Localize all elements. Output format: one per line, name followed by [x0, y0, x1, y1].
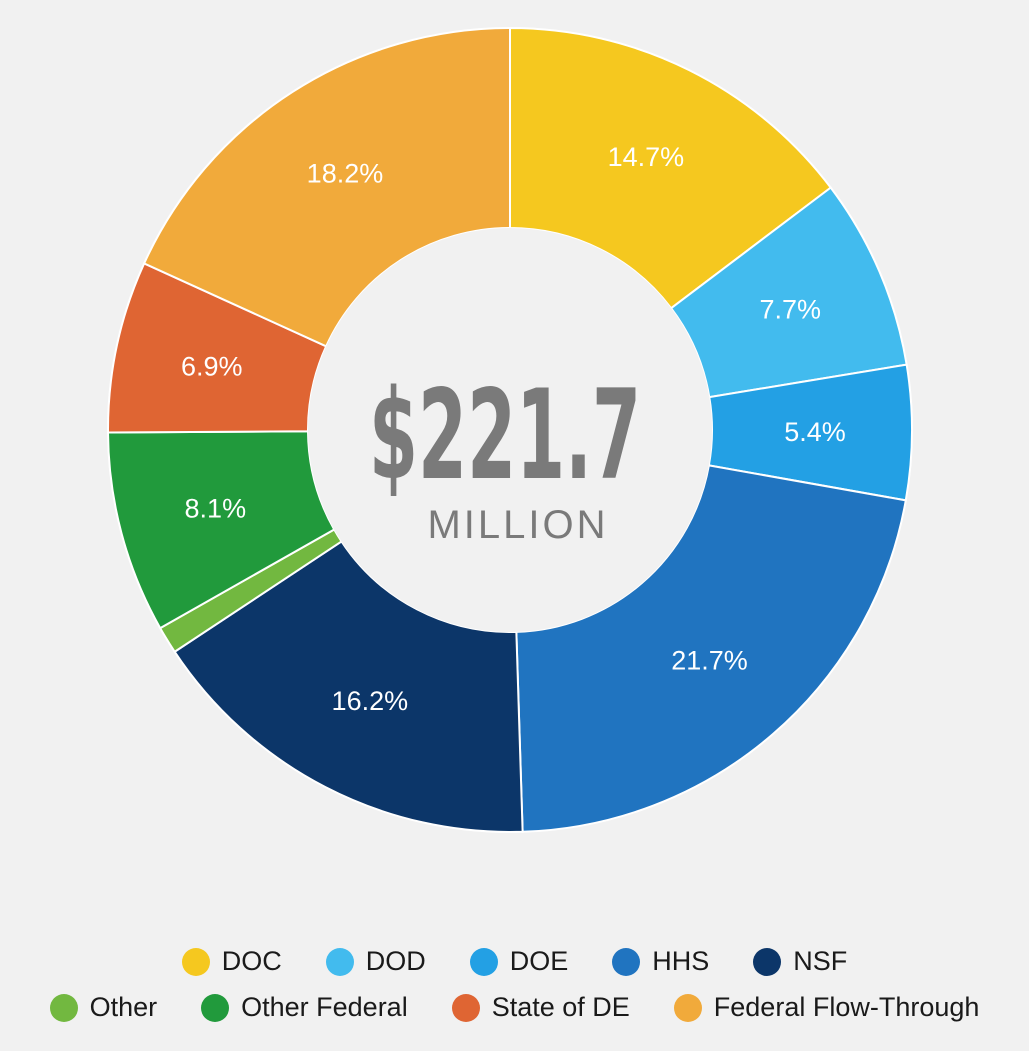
legend-swatch [469, 947, 498, 976]
center-unit: MILLION [427, 503, 608, 547]
legend-item-hhs: HHS [612, 946, 709, 977]
donut-hole [308, 228, 712, 632]
donut-svg: 14.7% 7.7% 5.4% 21.7% 16.2% 8.1% 6.9% 18.2% $22… [107, 26, 913, 833]
slice-label-federal-flow-through: 18.2% [307, 159, 384, 189]
legend-swatch [201, 993, 230, 1022]
legend-item-state-of-de: State of DE [451, 992, 630, 1023]
slice-label-doe: 5.4% [784, 417, 846, 447]
legend-swatch [612, 947, 641, 976]
legend-item-other: Other [49, 992, 158, 1023]
legend-swatch [673, 993, 702, 1022]
legend-label: DOC [221, 946, 282, 976]
legend-item-doc: DOC [181, 946, 282, 977]
legend-swatch [451, 993, 480, 1022]
legend-swatch [181, 947, 210, 976]
slice-label-state-of-de: 6.9% [181, 351, 243, 381]
donut-slices [107, 26, 913, 833]
legend-item-dod: DOD [325, 946, 426, 977]
slice-label-other-federal: 8.1% [185, 494, 247, 524]
legend-label: Other Federal [241, 992, 408, 1022]
legend-label: NSF [793, 946, 848, 976]
legend-swatch [325, 947, 354, 976]
legend-swatch [49, 993, 78, 1022]
center-amount: $221.7 [369, 364, 641, 508]
slice-label-hhs: 21.7% [671, 646, 748, 676]
legend-label: Federal Flow-Through [713, 992, 980, 1022]
legend-row-1: DOC DOD DOE HHS NSF [0, 946, 1029, 977]
legend-row-2: Other Other Federal State of DE Federal Flo… [0, 992, 1029, 1023]
legend-label: HHS [652, 946, 710, 976]
slice-label-dod: 7.7% [760, 295, 822, 325]
legend-label: Other [89, 992, 158, 1022]
slice-label-nsf: 16.2% [332, 686, 409, 716]
slice-label-doc: 14.7% [608, 142, 685, 172]
legend-label: DOE [509, 946, 569, 976]
legend-item-federal-flow-through: Federal Flow-Through [673, 992, 980, 1023]
slice-labels: 14.7% 7.7% 5.4% 21.7% 16.2% 8.1% 6.9% 18.2% [181, 142, 846, 716]
legend-label: State of DE [491, 992, 630, 1022]
legend-label: DOD [365, 946, 426, 976]
legend-item-other-federal: Other Federal [201, 992, 408, 1023]
legend-item-doe: DOE [469, 946, 569, 977]
legend-swatch [753, 947, 782, 976]
legend-item-nsf: NSF [753, 946, 847, 977]
